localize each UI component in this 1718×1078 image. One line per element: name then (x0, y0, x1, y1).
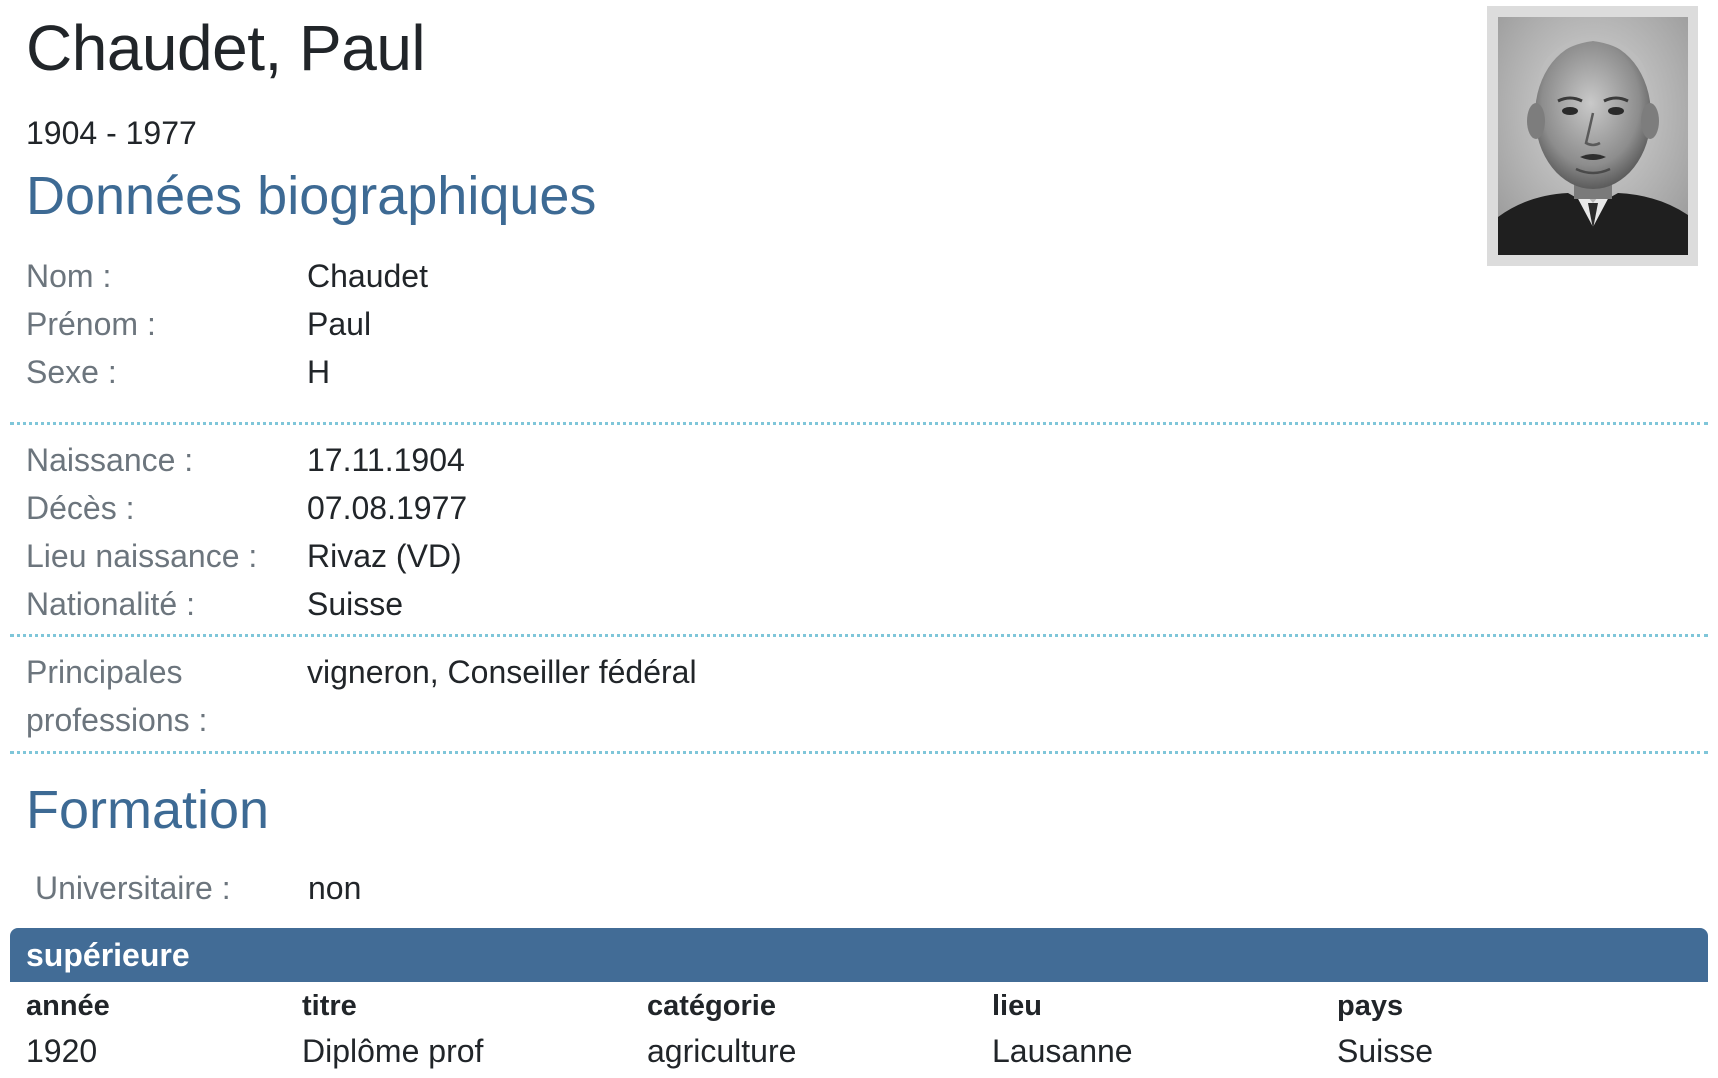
label-nom: Nom : (26, 258, 112, 294)
portrait-image (1498, 17, 1688, 255)
formation-heading: Formation (26, 780, 270, 840)
label-deces: Décès : (26, 490, 135, 526)
separator-3 (10, 751, 1708, 754)
label-professions-line1: Principales (26, 654, 183, 690)
value-sexe: H (307, 354, 331, 390)
value-lieu-naissance: Rivaz (VD) (307, 538, 462, 574)
label-sexe: Sexe : (26, 354, 117, 390)
value-deces: 07.08.1977 (307, 490, 468, 526)
label-naissance: Naissance : (26, 442, 194, 478)
cell-titre: Diplôme prof (302, 1033, 484, 1069)
label-lieu-naissance: Lieu naissance : (26, 538, 258, 574)
label-universitaire: Universitaire : (35, 870, 231, 906)
cell-categorie: agriculture (647, 1033, 797, 1069)
col-header-lieu: lieu (992, 990, 1042, 1022)
label-nationalite: Nationalité : (26, 586, 195, 622)
col-header-categorie: catégorie (647, 990, 776, 1022)
bio-heading: Données biographiques (26, 166, 597, 226)
life-dates: 1904 - 1977 (26, 115, 197, 151)
portrait-photo (1487, 6, 1698, 266)
value-nationalite: Suisse (307, 586, 404, 622)
col-header-titre: titre (302, 990, 357, 1022)
cell-pays: Suisse (1337, 1033, 1434, 1069)
cell-lieu: Lausanne (992, 1033, 1133, 1069)
value-naissance: 17.11.1904 (307, 442, 465, 478)
value-prenom: Paul (307, 306, 372, 342)
value-professions: vigneron, Conseiller fédéral (307, 654, 697, 690)
label-prenom: Prénom : (26, 306, 156, 342)
page-title: Chaudet, Paul (26, 12, 426, 84)
cell-annee: 1920 (26, 1033, 98, 1069)
table-title-superieure: supérieure (10, 928, 1708, 982)
value-nom: Chaudet (307, 258, 428, 294)
separator-2 (10, 634, 1708, 637)
label-professions-line2: professions : (26, 702, 208, 738)
col-header-pays: pays (1337, 990, 1404, 1022)
col-header-annee: année (26, 990, 110, 1022)
value-universitaire: non (308, 870, 362, 906)
separator-1 (10, 422, 1708, 425)
